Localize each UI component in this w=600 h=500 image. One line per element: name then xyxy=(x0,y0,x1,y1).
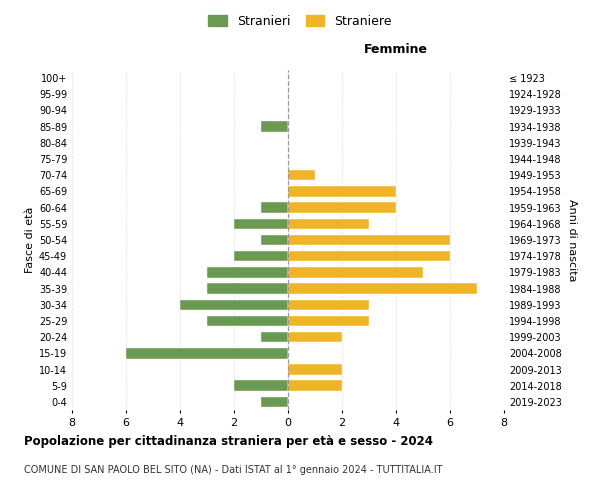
Text: Femmine: Femmine xyxy=(364,44,428,57)
Bar xyxy=(207,267,288,278)
Bar xyxy=(288,364,342,375)
Bar xyxy=(288,267,423,278)
Bar xyxy=(126,348,288,358)
Bar xyxy=(261,202,288,213)
Bar xyxy=(288,202,396,213)
Bar xyxy=(288,284,477,294)
Bar xyxy=(288,170,315,180)
Bar xyxy=(234,218,288,229)
Bar xyxy=(288,316,369,326)
Bar xyxy=(261,234,288,246)
Bar xyxy=(261,332,288,342)
Bar xyxy=(288,186,396,196)
Bar xyxy=(288,300,369,310)
Legend: Stranieri, Straniere: Stranieri, Straniere xyxy=(205,11,395,32)
Bar xyxy=(261,396,288,407)
Bar xyxy=(288,380,342,391)
Bar xyxy=(180,300,288,310)
Bar xyxy=(261,122,288,132)
Bar xyxy=(288,218,369,229)
Bar xyxy=(288,234,450,246)
Bar xyxy=(207,316,288,326)
Bar xyxy=(207,284,288,294)
Bar xyxy=(288,332,342,342)
Text: Popolazione per cittadinanza straniera per età e sesso - 2024: Popolazione per cittadinanza straniera p… xyxy=(24,435,433,448)
Y-axis label: Fasce di età: Fasce di età xyxy=(25,207,35,273)
Bar xyxy=(234,380,288,391)
Bar xyxy=(288,251,450,262)
Y-axis label: Anni di nascita: Anni di nascita xyxy=(567,198,577,281)
Text: COMUNE DI SAN PAOLO BEL SITO (NA) - Dati ISTAT al 1° gennaio 2024 - TUTTITALIA.I: COMUNE DI SAN PAOLO BEL SITO (NA) - Dati… xyxy=(24,465,443,475)
Bar xyxy=(234,251,288,262)
